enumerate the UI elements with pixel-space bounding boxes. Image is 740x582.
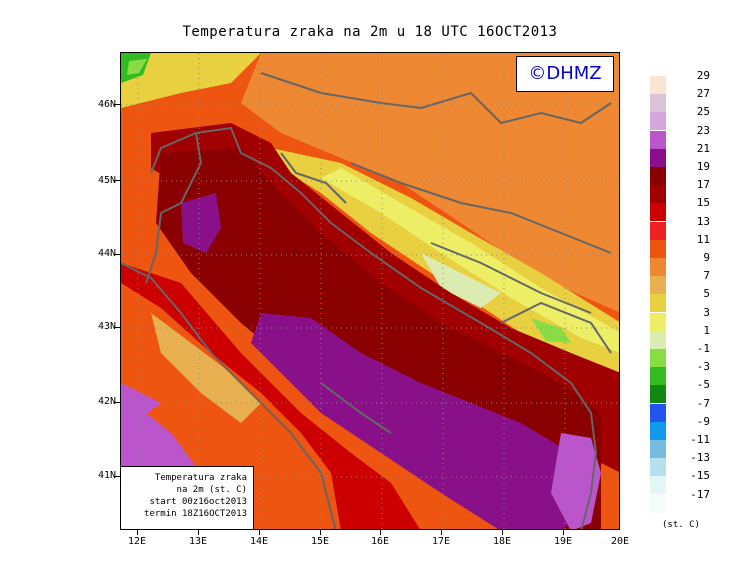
- legend-value: 17: [696, 178, 710, 192]
- lon-tick: [441, 530, 442, 535]
- legend-swatch: [650, 385, 666, 404]
- legend-units: (st. C): [662, 520, 700, 530]
- legend-swatch: [650, 476, 666, 495]
- lat-label-41n: 41N: [97, 470, 116, 481]
- legend-value: 23: [696, 123, 710, 137]
- legend-value: 7: [703, 269, 710, 283]
- lon-tick: [502, 530, 503, 535]
- lat-tick: [114, 104, 120, 105]
- info-termin: termin 18Z16OCT2013: [144, 509, 247, 519]
- map-title: Temperatura zraka na 2m u 18 UTC 16OCT20…: [182, 24, 558, 40]
- lat-label-46n: 46N: [97, 99, 116, 110]
- legend-swatch: [650, 421, 666, 440]
- legend-swatch: [650, 403, 666, 422]
- legend-value: 5: [703, 287, 710, 301]
- temperature-field: [121, 53, 619, 529]
- lat-label-43n: 43N: [97, 321, 116, 332]
- lat-tick: [114, 254, 120, 255]
- legend-value: -7: [696, 396, 710, 410]
- lon-label-13e: 13E: [188, 536, 208, 547]
- lon-label-19e: 19E: [553, 536, 573, 547]
- legend-swatch: [650, 221, 666, 240]
- legend-swatch: [650, 312, 666, 331]
- legend-swatch: [650, 130, 666, 149]
- lon-tick: [563, 530, 564, 535]
- lat-tick: [114, 402, 120, 403]
- lat-label-45n: 45N: [97, 175, 116, 186]
- legend-swatch: [650, 76, 666, 94]
- legend-swatch: [650, 112, 666, 131]
- legend-value: -5: [696, 378, 710, 392]
- legend-value: -1: [696, 342, 710, 355]
- legend-swatch: [650, 185, 666, 204]
- legend-swatch: [650, 330, 666, 349]
- legend-value: 9: [703, 251, 710, 264]
- legend-swatch: [650, 349, 666, 367]
- legend-swatch: [650, 239, 666, 258]
- lat-tick: [114, 327, 120, 328]
- legend-value: -11: [690, 433, 710, 446]
- temperature-map: [120, 52, 620, 530]
- legend-value: -9: [696, 414, 710, 428]
- legend-swatch: [650, 258, 666, 276]
- legend-swatch: [650, 203, 666, 222]
- dhmz-logo: ©DHMZ: [516, 56, 614, 92]
- lon-tick: [198, 530, 199, 535]
- legend-value: 3: [703, 305, 710, 319]
- lon-tick: [137, 530, 138, 535]
- legend-value: 21: [696, 141, 710, 155]
- legend-swatch: [650, 440, 666, 458]
- lon-label-14e: 14E: [249, 536, 269, 547]
- legend-value: 25: [696, 105, 710, 119]
- lon-label-20e: 20E: [610, 536, 630, 547]
- legend-swatch: [650, 458, 666, 477]
- legend-swatch: [650, 94, 666, 113]
- info-units: na 2m (st. C): [176, 485, 247, 495]
- lon-label-18e: 18E: [492, 536, 512, 547]
- lon-label-12e: 12E: [127, 536, 147, 547]
- lat-tick: [114, 180, 120, 181]
- legend-value: 11: [696, 232, 710, 246]
- lon-tick: [259, 530, 260, 535]
- lon-label-17e: 17E: [431, 536, 451, 547]
- legend-value: 1: [703, 323, 710, 337]
- legend-value: 13: [696, 214, 710, 228]
- legend-swatch: [650, 148, 666, 167]
- info-start: start 00z16oct2013: [149, 497, 247, 507]
- legend-value: -15: [690, 469, 710, 483]
- info-variable: Temperatura zraka: [154, 473, 247, 483]
- info-box: Temperatura zraka na 2m (st. C) start 00…: [120, 466, 254, 530]
- lon-tick: [320, 530, 321, 535]
- legend-swatch: [650, 367, 666, 386]
- legend-value: -13: [690, 451, 710, 465]
- legend-value: 29: [696, 69, 710, 82]
- lat-label-42n: 42N: [97, 396, 116, 407]
- lat-label-44n: 44N: [97, 248, 116, 259]
- legend-value: 19: [696, 160, 710, 173]
- legend-value: -3: [696, 360, 710, 374]
- lat-tick: [114, 476, 120, 477]
- legend-swatch: [650, 294, 666, 313]
- lon-label-16e: 16E: [370, 536, 390, 547]
- lon-tick: [380, 530, 381, 535]
- legend-swatch: [650, 276, 666, 295]
- legend-value: -17: [690, 487, 710, 501]
- legend-value: 15: [696, 196, 710, 210]
- lon-label-15e: 15E: [310, 536, 330, 547]
- legend-value: 27: [696, 87, 710, 101]
- legend-swatch: [650, 494, 666, 513]
- legend-swatch: [650, 167, 666, 185]
